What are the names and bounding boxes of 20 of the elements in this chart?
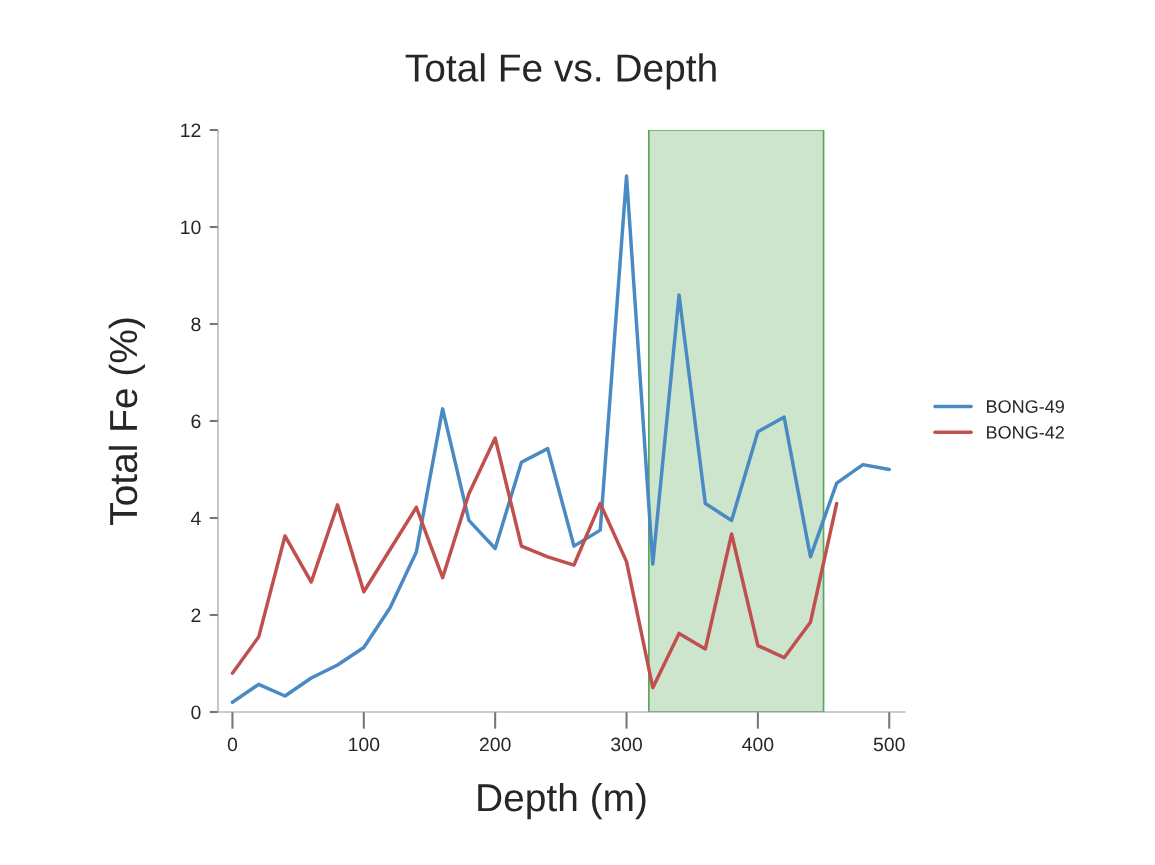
x-tick-label: 0 [227,737,238,752]
x-tick-label: 100 [349,737,380,752]
chart-title: Total Fe vs. Depth [405,53,716,90]
y-tick-label: 10 [181,220,201,235]
y-tick-label: 4 [190,511,201,526]
y-tick-label: 2 [191,608,201,623]
y-axis-title: Total Fe (%) [108,318,145,525]
x-tick-label: 300 [611,737,642,752]
legend-label: BONG-49 [987,400,1064,413]
x-tick-label: 500 [873,737,905,752]
y-tick-label: 0 [191,705,201,720]
line-series [230,174,891,705]
x-tick-label: 200 [479,737,511,752]
line-series [230,436,839,690]
y-tick-label: 8 [191,317,201,332]
y-tick-label: 12 [181,123,201,138]
y-tick-label: 6 [191,414,201,429]
x-axis-title: Depth (m) [478,782,646,820]
x-tick-label: 400 [742,737,774,752]
legend-label: BONG-42 [987,425,1064,439]
